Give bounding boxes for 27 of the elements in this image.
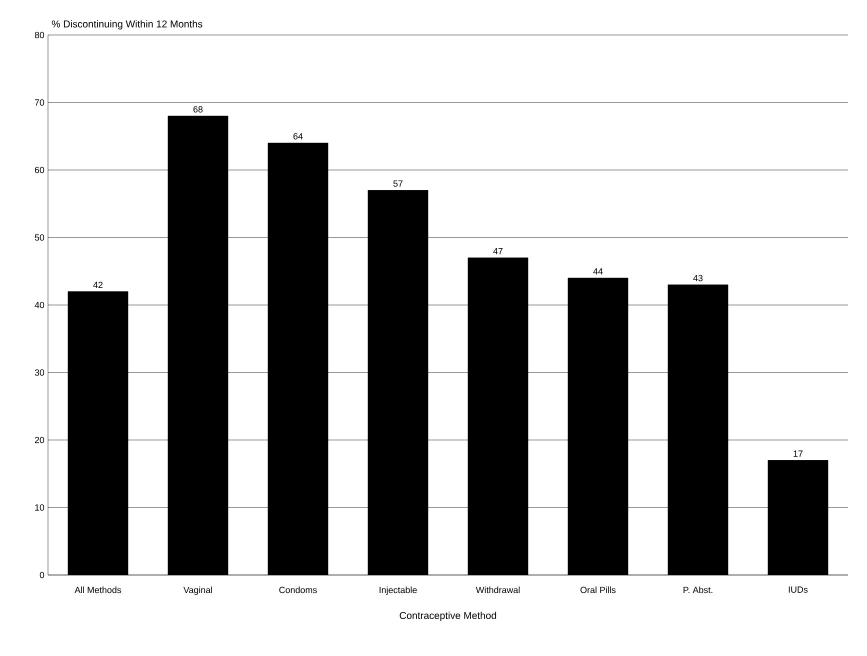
data-label: 64 (293, 133, 303, 140)
data-label: 44 (593, 268, 603, 274)
y-tick-label: 70 (34, 99, 44, 106)
x-axis-title: Contraceptive Method (400, 612, 496, 621)
x-tick-label: Withdrawal (476, 586, 520, 594)
y-tick-label: 30 (34, 369, 44, 376)
data-label: 43 (693, 274, 703, 282)
data-label: 57 (393, 180, 403, 187)
y-axis-title: % Discontinuing Within 12 Months (52, 20, 202, 30)
y-tick-label: 10 (35, 504, 44, 511)
data-label: 42 (93, 282, 103, 288)
y-tick-label: 40 (34, 302, 44, 308)
x-tick-label: All Methods (74, 586, 122, 594)
y-tick-label: 50 (34, 234, 44, 241)
y-tick-label: 80 (34, 32, 44, 38)
x-tick-label: IUDs (788, 586, 808, 593)
data-label: 17 (794, 450, 803, 457)
y-tick-label: 0 (40, 572, 44, 578)
data-label: 47 (493, 248, 503, 254)
x-tick-label: Injectable (380, 586, 417, 595)
x-tick-label: Oral Pills (580, 586, 616, 594)
x-tick-label: Vaginal (183, 586, 212, 595)
y-tick-label: 20 (34, 436, 44, 444)
x-tick-label: P. Abst. (684, 586, 712, 594)
data-label: 68 (193, 106, 203, 112)
x-tick-label: Condoms (279, 586, 317, 594)
y-tick-label: 60 (34, 166, 44, 174)
